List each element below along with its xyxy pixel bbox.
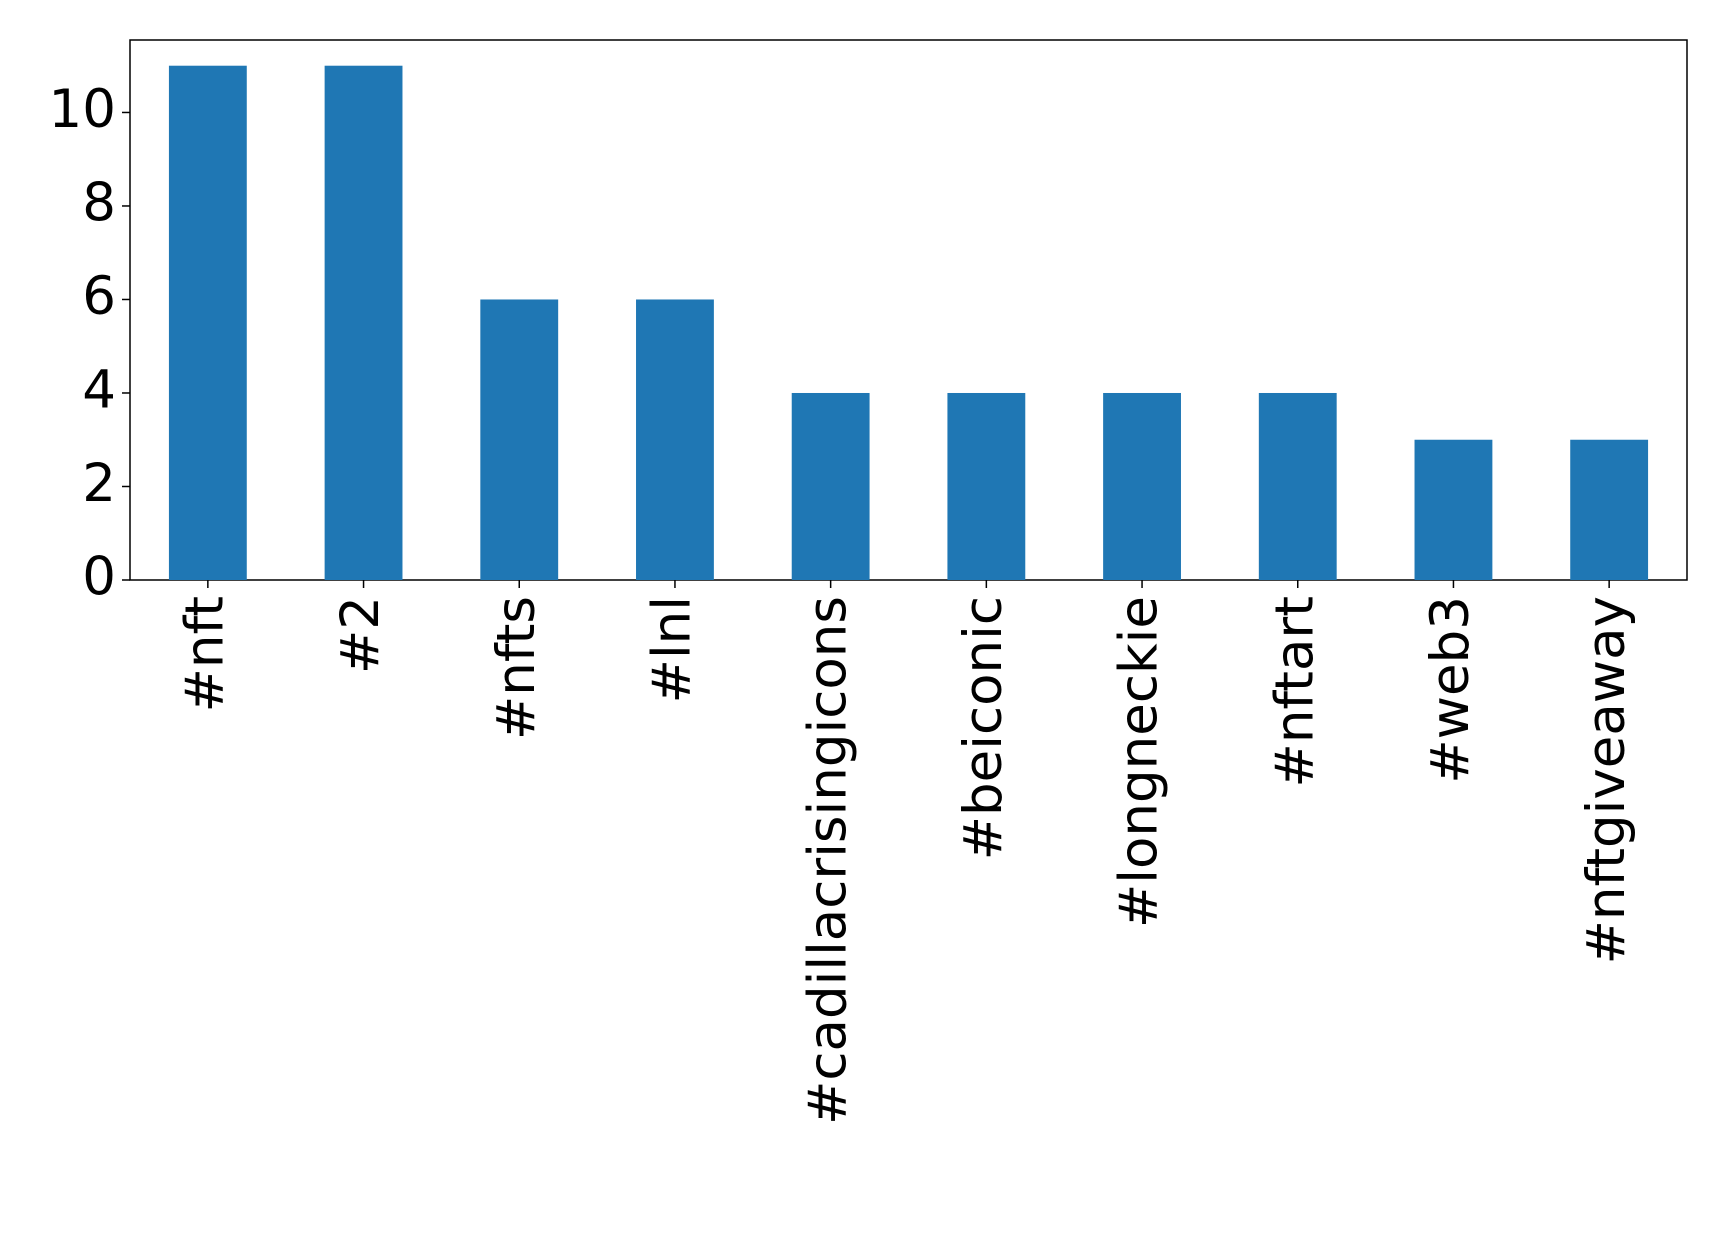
bar (947, 392, 1026, 580)
y-tick-label: 6 (82, 266, 116, 327)
y-tick-label: 8 (82, 173, 116, 234)
x-tick-label: #nfts (486, 596, 547, 740)
x-tick-label: #lnl (642, 596, 703, 703)
bar (791, 392, 870, 580)
x-tick-label: #nft (174, 596, 235, 713)
bar (480, 299, 559, 580)
y-tick-label: 0 (82, 547, 116, 608)
bar (324, 65, 403, 580)
y-tick-label: 2 (82, 453, 116, 514)
x-tick-label: #nftart (1264, 596, 1325, 788)
x-tick-label: #nftgiveaway (1576, 596, 1637, 965)
x-tick-label: #2 (330, 596, 391, 674)
bar (1103, 392, 1181, 580)
x-tick-label: #web3 (1420, 596, 1481, 784)
plot-frame (129, 39, 1688, 581)
x-tick-label: #cadillacrisingicons (797, 596, 858, 1125)
x-tick-label: #longneckie (1109, 596, 1170, 928)
bar (636, 299, 714, 580)
bar (1570, 439, 1649, 580)
bar (1414, 439, 1493, 580)
x-tick-label: #beiconic (953, 596, 1014, 860)
y-tick-label: 10 (49, 79, 116, 140)
y-tick-label: 4 (82, 360, 116, 421)
bar (168, 65, 247, 580)
bar (1258, 392, 1337, 580)
